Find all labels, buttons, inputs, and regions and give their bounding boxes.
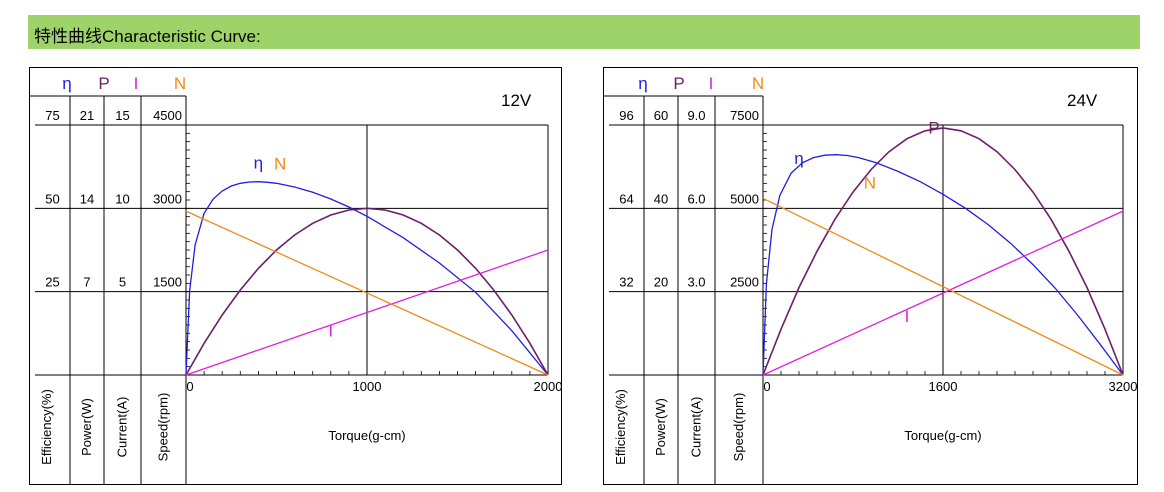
y-tick-label: 5000 [730,191,759,206]
y-tick-label: 1500 [153,275,182,290]
x-tick-label: 1000 [353,379,382,394]
chart-12v: η P I N 12V 75 50 25 21 14 7 15 10 5 4500 3000 1500 Effic… [29,67,562,485]
chart-24v: η P I N 24V 96 64 32 60 40 20 9.0 6.0 3.0 7500 5000 2500… [603,67,1138,485]
y-tick-label: 7500 [730,108,759,123]
x-tick-label: 1600 [929,379,958,394]
series-annotation: I [905,307,910,326]
axis-symbol-power-w: P [673,74,684,93]
x-tick-label: 0 [186,379,193,394]
chart-frame [603,67,1138,485]
y-tick-label: 25 [45,275,59,290]
y-tick-label: 2500 [730,275,759,290]
axis-symbol-speed-rpm: N [752,74,764,93]
chart-title: 24V [1067,91,1098,110]
axis-symbol-power-w: P [98,74,109,93]
y-tick-label: 96 [619,108,633,123]
series-line-efficiency [185,181,549,376]
y-tick-label: 9.0 [687,108,705,123]
series-line-current [185,249,549,376]
y-tick-label: 32 [619,275,633,290]
series-line-efficiency [762,154,1124,376]
y-tick-label: 50 [45,191,59,206]
axis-label-efficiency: Efficiency(%) [39,389,54,465]
y-tick-label: 3.0 [687,275,705,290]
x-tick-label: 0 [763,379,770,394]
x-tick-label: 3200 [1109,379,1138,394]
y-tick-label: 21 [80,108,94,123]
series-line-speed [185,210,549,376]
axis-label-power-w: Power(W) [79,398,94,456]
series-annotation: I [328,322,333,341]
y-tick-label: 14 [80,191,94,206]
series-annotation: η [254,153,263,172]
x-axis-label: Torque(g-cm) [904,428,981,443]
y-tick-label: 7 [83,275,90,290]
axis-symbol-current-a: I [709,74,714,93]
series-line-power [185,207,549,376]
series-line-current [762,210,1124,376]
axis-symbol-efficiency: η [62,74,71,93]
y-tick-label: 10 [115,191,129,206]
y-tick-label: 40 [654,191,668,206]
axis-label-speed-rpm: Speed(rpm) [731,393,746,462]
series-line-speed [762,197,1124,376]
series-annotation: N [864,173,876,192]
y-tick-label: 3000 [153,191,182,206]
y-tick-label: 5 [119,275,126,290]
chart-frame [29,67,562,485]
y-tick-label: 15 [115,108,129,123]
axis-symbol-efficiency: η [638,74,647,93]
axis-label-current-a: Current(A) [689,397,704,458]
x-axis-label: Torque(g-cm) [328,428,405,443]
x-tick-label: 2000 [534,379,562,394]
series-annotation: η [794,149,803,168]
axis-label-current-a: Current(A) [115,397,130,458]
y-tick-label: 6.0 [687,191,705,206]
axis-label-efficiency: Efficiency(%) [613,389,628,465]
series-annotation: N [274,154,286,173]
y-tick-label: 75 [45,108,59,123]
axis-label-power-w: Power(W) [653,398,668,456]
axis-symbol-speed-rpm: N [174,74,186,93]
y-tick-label: 4500 [153,108,182,123]
y-tick-label: 60 [654,108,668,123]
section-header: 特性曲线Characteristic Curve: [28,15,1140,49]
y-tick-label: 20 [654,275,668,290]
chart-title: 12V [501,91,532,110]
series-line-power [762,127,1124,376]
series-annotation: P [928,118,939,137]
y-tick-label: 64 [619,191,633,206]
axis-symbol-current-a: I [134,74,139,93]
section-title: 特性曲线Characteristic Curve: [34,27,261,46]
axis-label-speed-rpm: Speed(rpm) [156,393,171,462]
